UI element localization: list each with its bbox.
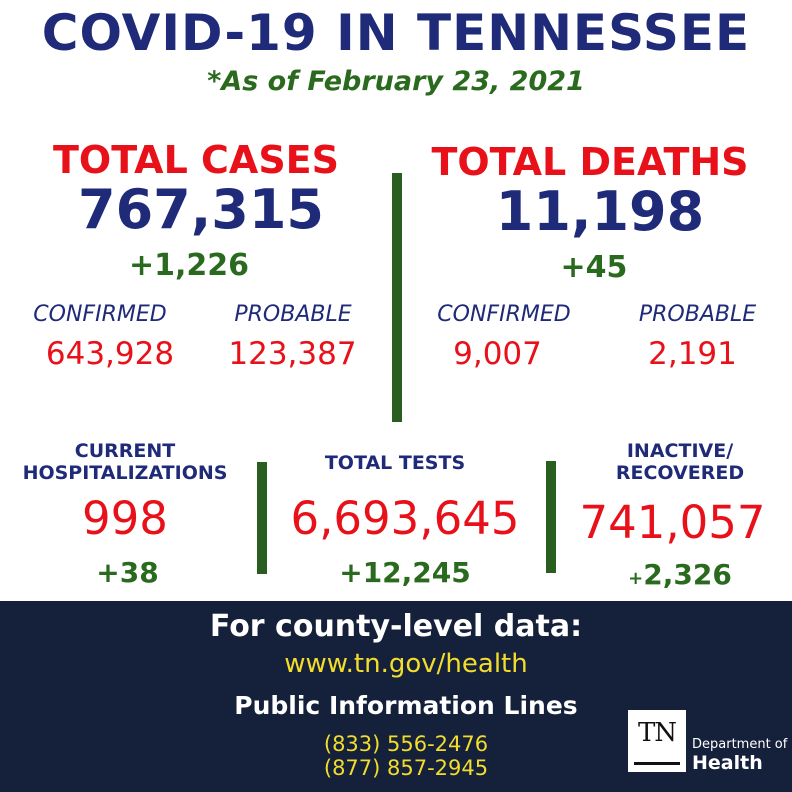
total-deaths-label: TOTAL DEATHS — [431, 140, 749, 184]
vertical-divider — [257, 462, 267, 574]
cases-confirmed-value: 643,928 — [45, 336, 175, 372]
as-of-date: *As of February 23, 2021 — [207, 66, 585, 97]
logo-health-text: Health — [692, 752, 763, 774]
total-tests-value: 6,693,645 — [290, 492, 520, 545]
vertical-divider — [392, 173, 402, 422]
logo-department-text: Department of — [692, 737, 788, 752]
total-cases-delta: +1,226 — [128, 248, 250, 283]
hospitalizations-label: CURRENT HOSPITALIZATIONS — [22, 440, 228, 484]
tn-logo-rule — [634, 762, 680, 765]
total-deaths-delta: +45 — [560, 250, 628, 285]
recovered-label: INACTIVE/ RECOVERED — [615, 440, 745, 484]
tn-logo: TN — [628, 710, 686, 772]
total-tests-label: TOTAL TESTS — [324, 452, 466, 474]
deaths-confirmed-label: CONFIRMED — [437, 302, 571, 327]
total-tests-delta: +12,245 — [339, 556, 471, 589]
cases-confirmed-label: CONFIRMED — [33, 302, 167, 327]
total-cases-value: 767,315 — [78, 178, 324, 241]
hospitalizations-delta: +38 — [96, 556, 159, 589]
hospitalizations-value: 998 — [82, 492, 168, 545]
deaths-confirmed-value: 9,007 — [453, 336, 542, 372]
tn-logo-mark: TN — [637, 718, 677, 748]
cases-probable-value: 123,387 — [228, 336, 357, 372]
page-title: COVID-19 IN TENNESSEE — [41, 4, 751, 62]
cases-probable-label: PROBABLE — [234, 302, 352, 327]
deaths-probable-label: PROBABLE — [638, 302, 757, 327]
health-website-link[interactable]: www.tn.gov/health — [284, 649, 528, 679]
vertical-divider — [546, 461, 556, 573]
recovered-value: 741,057 — [579, 496, 766, 549]
phone-line-2[interactable]: (877) 857-2945 — [323, 756, 489, 780]
total-cases-label: TOTAL CASES — [52, 138, 340, 182]
footer-heading: For county-level data: — [209, 609, 583, 644]
public-information-heading: Public Information Lines — [234, 691, 578, 720]
phone-line-1[interactable]: (833) 556-2476 — [323, 732, 489, 756]
total-deaths-value: 11,198 — [495, 180, 705, 243]
recovered-delta: +2,326 — [628, 558, 732, 591]
deaths-probable-value: 2,191 — [648, 336, 737, 372]
